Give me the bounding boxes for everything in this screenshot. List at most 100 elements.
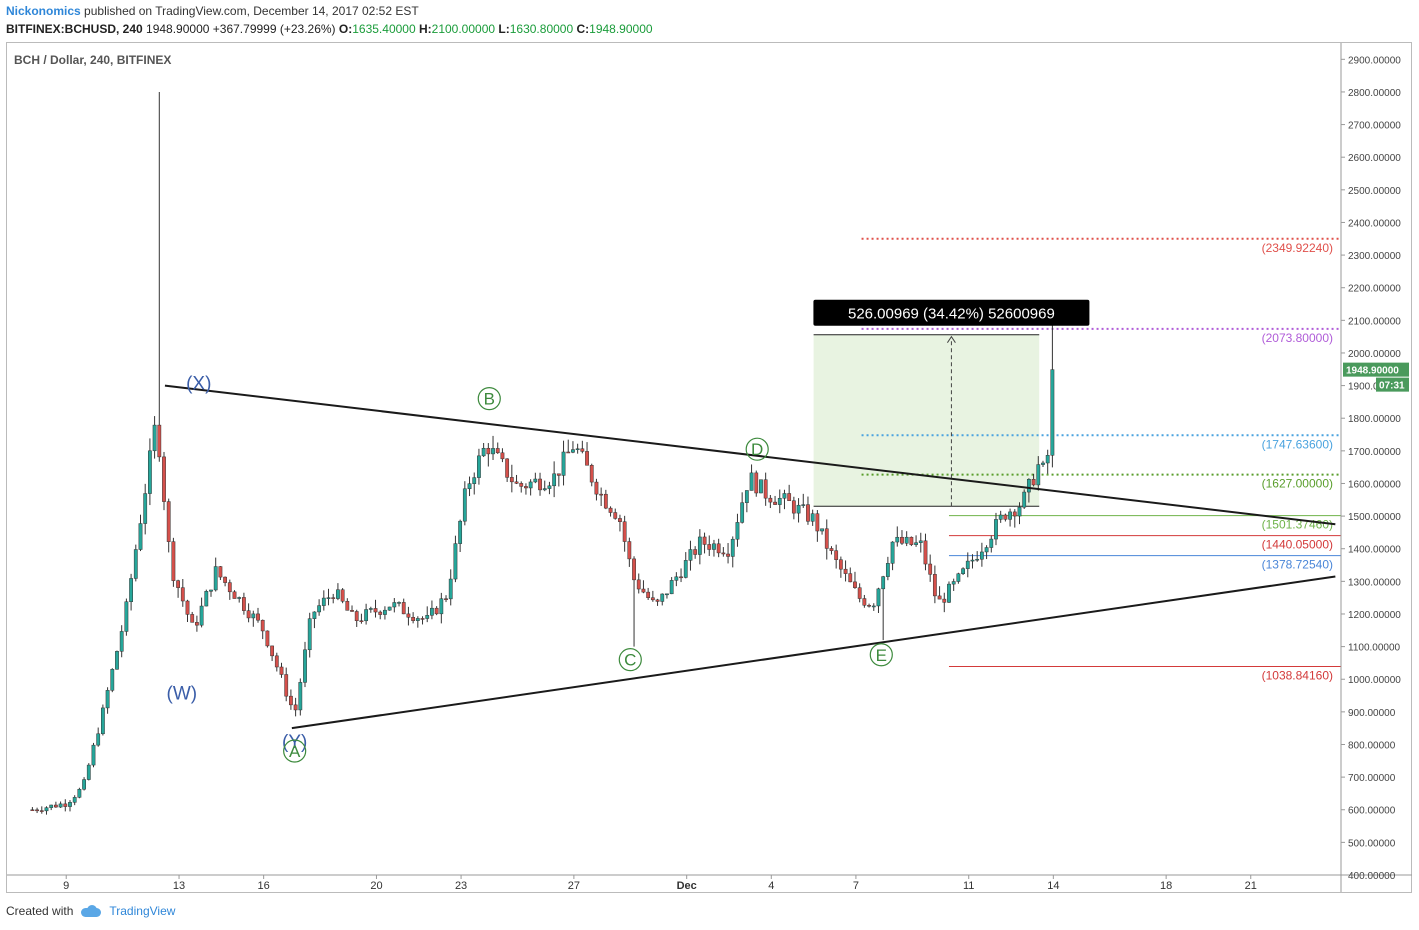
price-tick-label: 2700.00000 — [1348, 121, 1401, 132]
price-tick-label: 2800.00000 — [1348, 88, 1401, 99]
candle-body — [336, 589, 340, 599]
price-tick-label: 900.00000 — [1348, 708, 1396, 719]
price-tick-label: 1200.00000 — [1348, 610, 1401, 621]
candle-body — [86, 764, 91, 780]
candle-body — [759, 479, 763, 494]
candle-body — [603, 493, 608, 509]
author-link[interactable]: Nickonomics — [6, 4, 81, 18]
candle-body — [533, 478, 538, 483]
price-tick-label: 2200.00000 — [1348, 284, 1401, 295]
candle-body — [867, 605, 871, 607]
candle-body — [401, 602, 406, 615]
candle-body — [274, 655, 279, 668]
candle-body — [763, 479, 768, 499]
candle-body — [900, 536, 904, 544]
candle-body — [712, 543, 716, 550]
candle-body — [542, 488, 547, 491]
wave-label: (Y) — [282, 732, 307, 753]
candle-body — [312, 611, 317, 619]
candle-body — [1036, 464, 1041, 486]
candle-body — [321, 597, 326, 606]
candle-body — [284, 674, 289, 697]
candle-body — [246, 610, 251, 619]
candle-body — [646, 591, 651, 598]
candle-body — [890, 541, 895, 564]
candle-body — [209, 589, 213, 592]
candle-body — [918, 540, 923, 543]
candle-body — [49, 804, 54, 808]
wave-label: E — [876, 646, 887, 665]
price-tick-label: 700.00000 — [1348, 773, 1396, 784]
candle-body — [223, 576, 227, 583]
candle-body — [585, 451, 589, 466]
candle-body — [820, 528, 824, 532]
candle-body — [143, 493, 148, 524]
candle-body — [105, 690, 110, 709]
price-tick-label: 1900.00000 — [1348, 382, 1401, 393]
candle-body — [232, 591, 237, 599]
candle-body — [392, 602, 397, 608]
time-tick-label: 9 — [63, 880, 69, 892]
candle-body — [415, 618, 420, 621]
candle-body — [754, 472, 759, 494]
candle-body — [1008, 511, 1012, 520]
low-value: 1630.80000 — [509, 22, 574, 36]
candle-body — [575, 448, 580, 450]
candle-body — [796, 504, 801, 514]
time-tick-label: 7 — [853, 880, 859, 892]
candle-body — [147, 450, 152, 494]
time-tick-label: 27 — [568, 880, 580, 892]
candle-body — [843, 568, 848, 574]
candle-body — [951, 581, 956, 585]
candle-body — [937, 595, 942, 600]
candle-body — [787, 493, 792, 501]
candle-body — [373, 608, 378, 613]
last-value: 1948.90000 — [146, 22, 210, 36]
upper-trendline — [164, 384, 1336, 526]
candle-body — [39, 810, 44, 812]
fib-level-label: (1440.05000) — [1262, 538, 1333, 552]
candle-body — [298, 682, 303, 711]
measure-label-bg — [813, 299, 1090, 326]
candle-body — [350, 610, 354, 612]
candle-body — [853, 581, 857, 588]
candle-body — [571, 449, 575, 453]
candle-body — [965, 560, 970, 569]
publish-text: published on TradingView.com, December 1… — [84, 4, 419, 18]
candle-body — [444, 598, 448, 600]
tradingview-link[interactable]: TradingView — [109, 904, 176, 918]
time-tick-label: 11 — [963, 880, 974, 892]
candle-body — [777, 497, 782, 505]
candle-body — [1026, 479, 1031, 493]
measure-label: 526.00969 (34.42%) 52600969 — [848, 306, 1055, 323]
candle-body — [204, 591, 209, 607]
candle-body — [641, 588, 646, 593]
candle-body — [740, 502, 745, 523]
candle-body — [495, 448, 500, 454]
candle-body — [650, 597, 655, 601]
candle-body — [448, 578, 453, 600]
candle-body — [462, 488, 467, 522]
candle-body — [82, 779, 86, 790]
candle-body — [942, 598, 947, 603]
candle-body — [265, 630, 270, 647]
candle-body — [152, 424, 157, 452]
candle-body — [932, 574, 937, 597]
candle-body — [909, 536, 914, 545]
candle-body — [491, 448, 495, 455]
candle-body — [514, 481, 519, 484]
price-tick-label: 800.00000 — [1348, 740, 1396, 751]
price-tick-label: 1700.00000 — [1348, 447, 1401, 458]
candle-body — [566, 451, 571, 454]
wave-label-circle — [869, 643, 893, 667]
candle-body — [674, 576, 679, 581]
candle-body — [44, 807, 49, 812]
candle-body — [782, 493, 787, 499]
candle-body — [735, 522, 740, 540]
wave-label: A — [289, 742, 301, 761]
candle-body — [998, 514, 1003, 520]
lower-trendline — [291, 575, 1336, 730]
candle-body — [467, 483, 472, 490]
candle-body — [669, 580, 674, 595]
